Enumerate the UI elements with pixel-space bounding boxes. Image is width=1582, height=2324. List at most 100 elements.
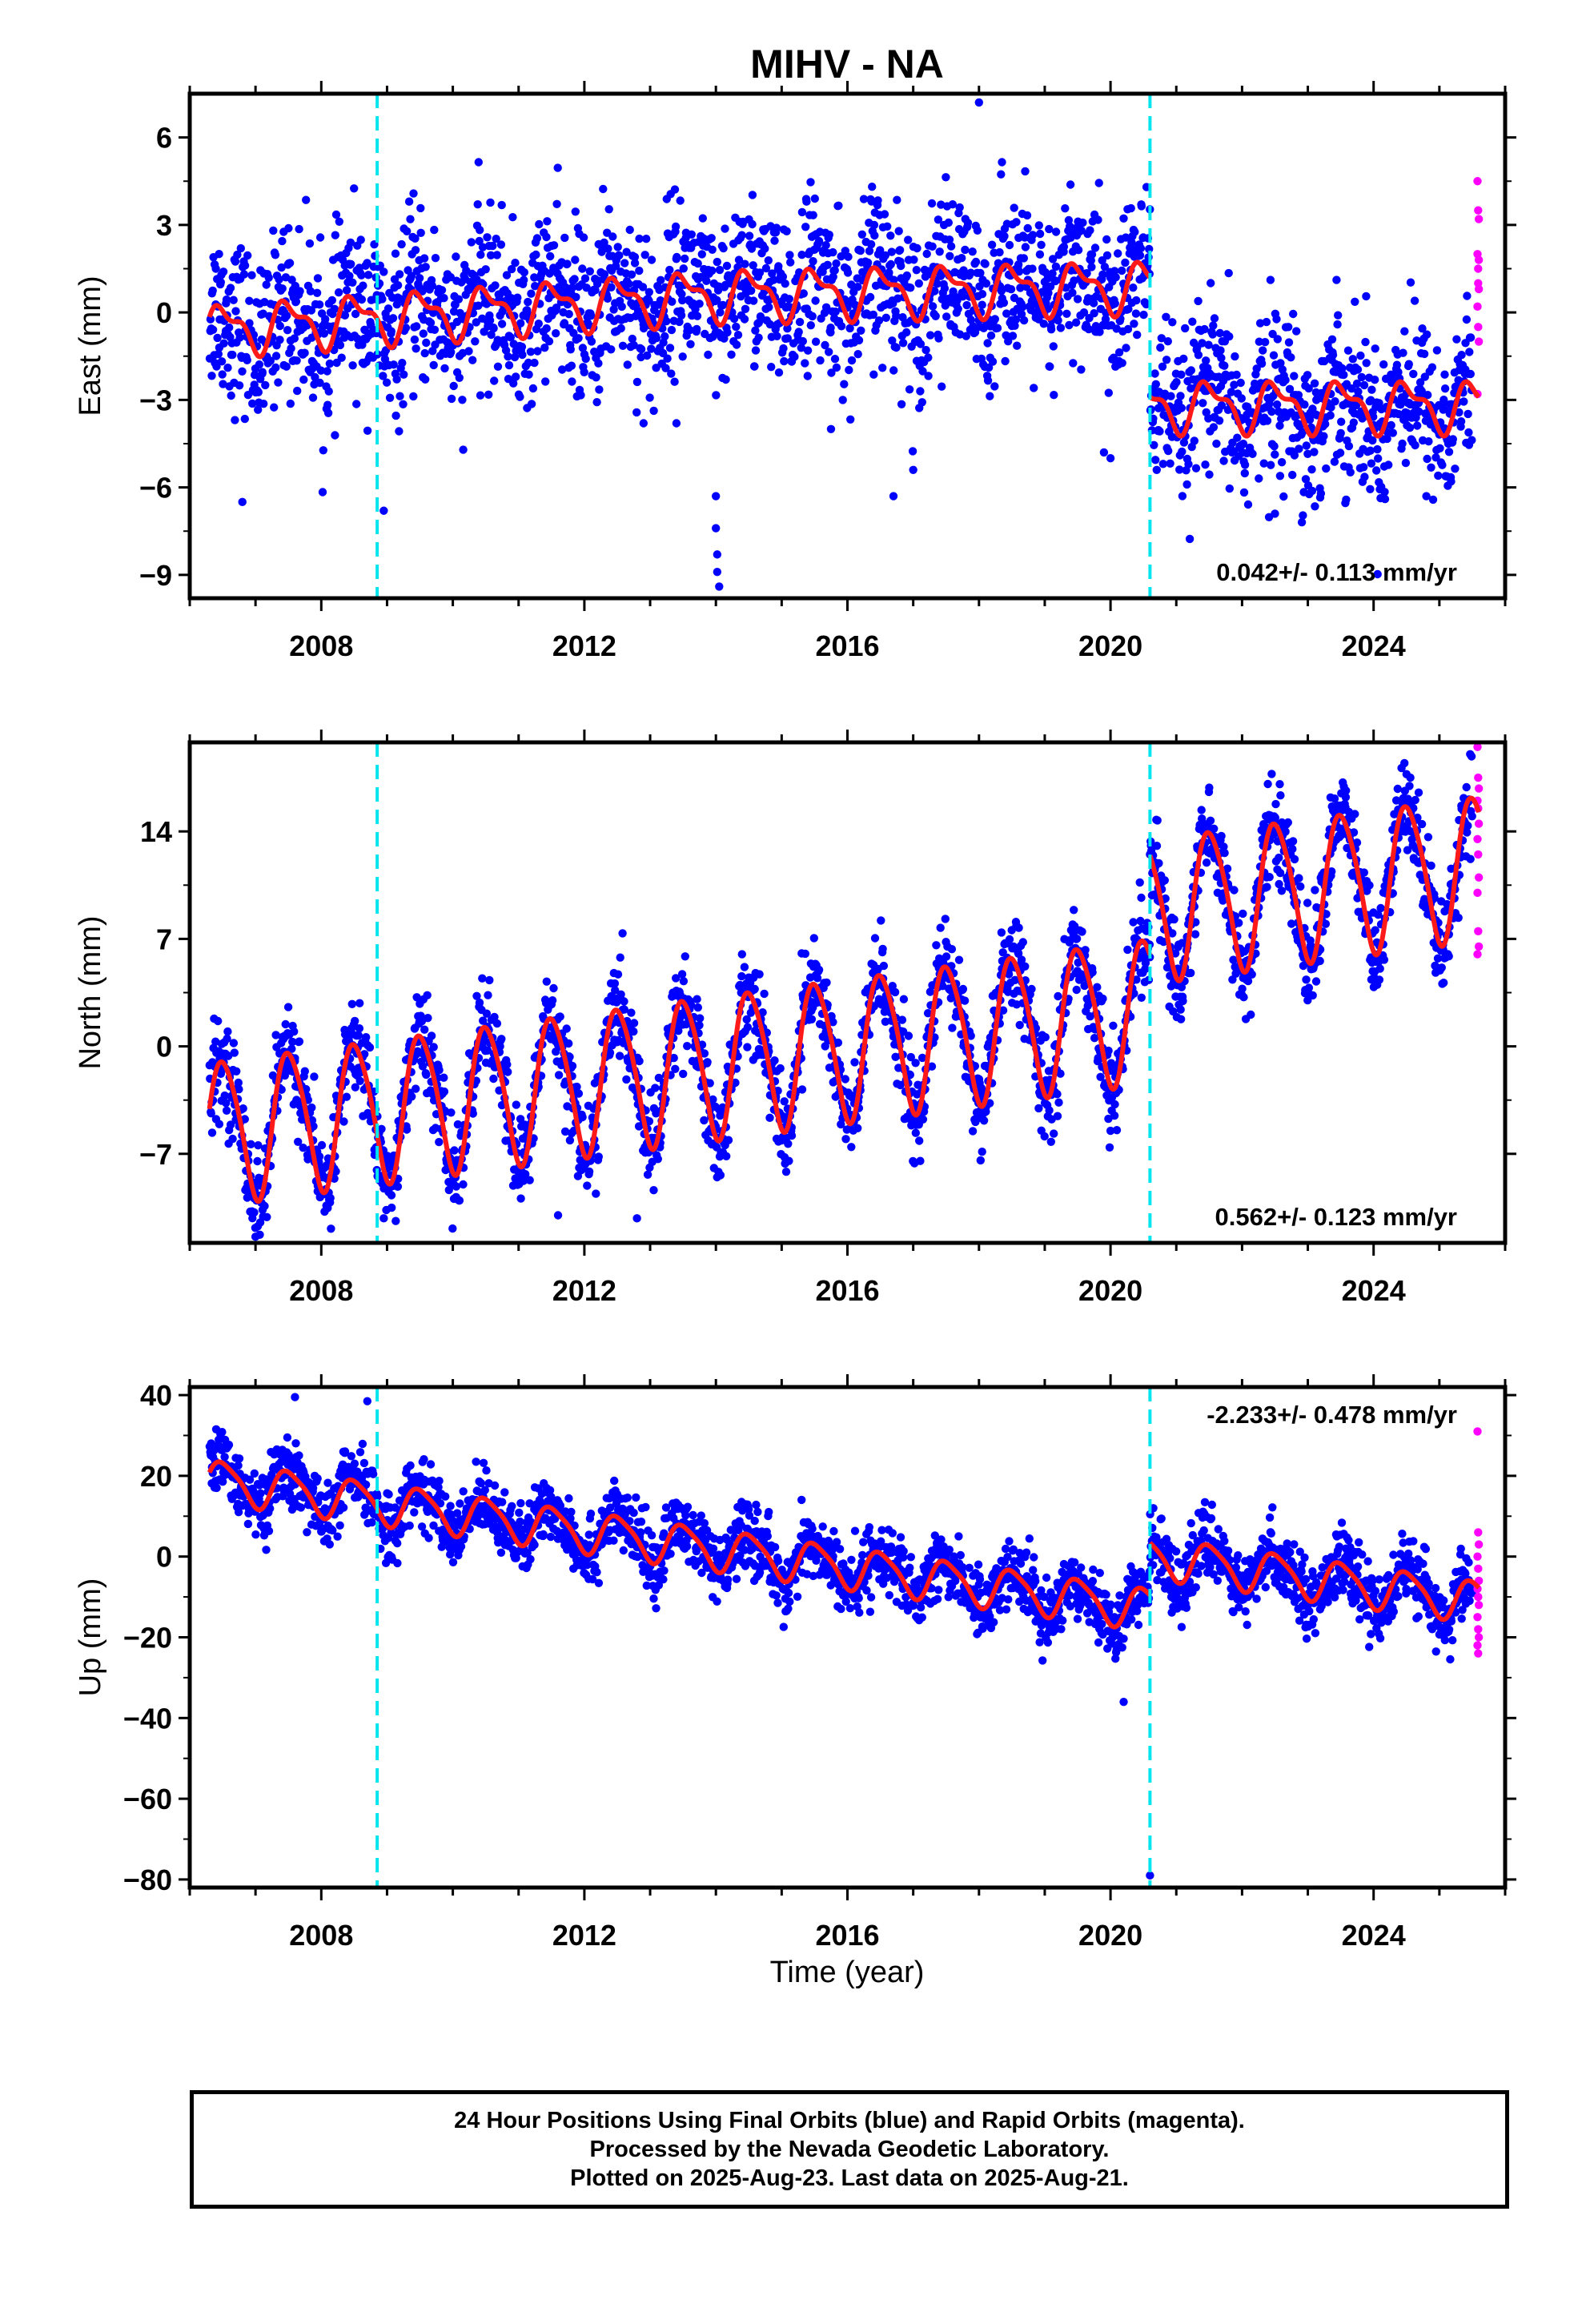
final-orbit-point bbox=[1004, 337, 1013, 346]
final-orbit-point bbox=[615, 1051, 624, 1060]
final-orbit-point bbox=[437, 286, 447, 295]
final-orbit-point bbox=[765, 320, 774, 329]
final-orbit-point bbox=[1284, 338, 1294, 347]
final-orbit-point bbox=[355, 1024, 364, 1033]
final-orbit-point bbox=[970, 328, 980, 337]
x-tick-label: 2008 bbox=[289, 629, 353, 662]
final-orbit-point bbox=[1413, 421, 1422, 430]
final-orbit-point bbox=[295, 1037, 304, 1046]
final-orbit-point bbox=[802, 197, 811, 206]
final-orbit-point bbox=[1285, 384, 1295, 393]
final-orbit-point bbox=[1093, 983, 1102, 991]
final-orbit-point bbox=[1217, 353, 1226, 363]
final-orbit-point bbox=[580, 274, 590, 283]
final-orbit-point bbox=[1303, 449, 1312, 458]
final-orbit-point bbox=[525, 1176, 534, 1184]
final-orbit-point bbox=[1367, 459, 1376, 468]
final-orbit-point bbox=[493, 336, 502, 344]
final-orbit-point bbox=[754, 333, 763, 342]
final-orbit-point bbox=[363, 271, 373, 279]
final-orbit-point bbox=[1255, 337, 1264, 346]
final-orbit-point bbox=[1279, 492, 1288, 501]
final-orbit-point bbox=[671, 222, 681, 231]
final-orbit-point bbox=[679, 264, 688, 273]
final-orbit-point bbox=[430, 325, 440, 334]
final-orbit-point bbox=[966, 268, 975, 277]
final-orbit-point bbox=[569, 328, 578, 337]
final-orbit-point bbox=[1233, 433, 1242, 442]
final-orbit-point bbox=[1205, 470, 1214, 479]
final-orbit-point bbox=[236, 243, 245, 253]
final-orbit-point bbox=[748, 219, 757, 229]
final-orbit-point bbox=[532, 234, 542, 243]
final-orbit-point bbox=[1388, 428, 1398, 437]
final-orbit-point bbox=[927, 199, 937, 208]
final-orbit-point bbox=[262, 280, 271, 289]
rapid-orbit-point bbox=[1474, 323, 1483, 332]
final-orbit-point bbox=[1373, 569, 1382, 579]
final-orbit-point bbox=[218, 370, 227, 379]
final-orbit-point bbox=[323, 400, 332, 409]
final-orbit-point bbox=[254, 1141, 263, 1150]
final-orbit-point bbox=[1262, 317, 1271, 327]
final-orbit-point bbox=[1152, 842, 1162, 850]
final-orbit-point bbox=[822, 978, 831, 987]
final-orbit-point bbox=[841, 1135, 850, 1144]
model-fit-line bbox=[1148, 379, 1481, 439]
final-orbit-point bbox=[1012, 218, 1021, 227]
final-orbit-point bbox=[226, 283, 235, 292]
final-orbit-point bbox=[392, 375, 401, 384]
final-orbit-point bbox=[1098, 994, 1107, 1003]
final-orbit-point bbox=[667, 369, 676, 378]
final-orbit-point bbox=[1073, 295, 1082, 304]
final-orbit-point bbox=[510, 352, 520, 362]
final-orbit-point bbox=[847, 356, 857, 365]
final-orbit-point bbox=[1383, 434, 1391, 444]
final-orbit-point bbox=[853, 283, 862, 292]
final-orbit-point bbox=[223, 1034, 231, 1043]
final-orbit-point bbox=[1310, 448, 1319, 456]
final-orbit-point bbox=[803, 346, 813, 355]
final-orbit-point bbox=[475, 998, 484, 1007]
final-orbit-point bbox=[1021, 243, 1030, 251]
final-orbit-point bbox=[959, 266, 968, 275]
final-orbit-point bbox=[239, 270, 249, 279]
final-orbit-point bbox=[1440, 370, 1449, 379]
final-orbit-point bbox=[1137, 893, 1146, 903]
final-orbit-point bbox=[1302, 441, 1311, 450]
final-orbit-point bbox=[885, 268, 893, 277]
final-orbit-point bbox=[1204, 340, 1213, 349]
final-orbit-point bbox=[315, 378, 324, 388]
final-orbit-point bbox=[1163, 337, 1173, 346]
final-orbit-point bbox=[1238, 984, 1247, 993]
final-orbit-point bbox=[219, 339, 228, 348]
final-orbit-point bbox=[1034, 221, 1044, 230]
final-orbit-point bbox=[345, 271, 354, 280]
final-orbit-point bbox=[489, 324, 498, 333]
final-orbit-point bbox=[693, 995, 701, 1003]
final-orbit-point bbox=[809, 211, 817, 219]
final-orbit-point bbox=[1398, 439, 1407, 448]
final-orbit-point bbox=[576, 391, 585, 400]
final-orbit-point bbox=[423, 991, 432, 1000]
final-orbit-point bbox=[1122, 233, 1130, 242]
final-orbit-point bbox=[681, 952, 689, 961]
final-orbit-point bbox=[509, 379, 518, 388]
final-orbit-point bbox=[531, 282, 540, 291]
final-orbit-point bbox=[889, 275, 898, 284]
final-orbit-point bbox=[240, 414, 249, 424]
final-orbit-point bbox=[613, 970, 623, 979]
final-orbit-point bbox=[840, 380, 849, 388]
final-orbit-point bbox=[1432, 346, 1442, 355]
final-orbit-point bbox=[1219, 456, 1228, 465]
final-orbit-point bbox=[1051, 262, 1061, 271]
final-orbit-point bbox=[1102, 235, 1111, 244]
final-orbit-point bbox=[1015, 1020, 1024, 1030]
final-orbit-point bbox=[765, 303, 773, 312]
final-orbit-point bbox=[741, 304, 750, 313]
final-orbit-point bbox=[527, 289, 536, 298]
final-orbit-point bbox=[924, 353, 933, 362]
final-orbit-point bbox=[1001, 356, 1010, 366]
final-orbit-point bbox=[743, 1043, 752, 1051]
final-orbit-point bbox=[1307, 465, 1316, 474]
